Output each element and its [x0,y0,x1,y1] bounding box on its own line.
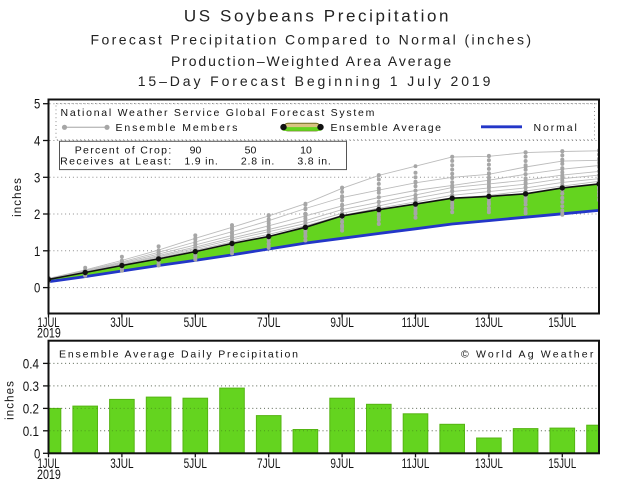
svg-text:0: 0 [34,446,40,462]
svg-text:10: 10 [300,145,312,157]
svg-text:1: 1 [34,244,40,260]
svg-text:Forecast Precipitation Compare: Forecast Precipitation Compared to Norma… [91,32,534,48]
svg-text:7JUL: 7JUL [257,456,280,472]
svg-text:inches: inches [12,177,24,217]
svg-text:Percent of Crop:: Percent of Crop: [75,145,173,157]
svg-text:7JUL: 7JUL [257,315,280,331]
svg-text:11JUL: 11JUL [402,456,430,472]
svg-text:Production–Weighted Area Avera: Production–Weighted Area Average [171,53,453,69]
svg-text:5: 5 [34,97,40,113]
svg-text:Ensemble Average Daily Precipi: Ensemble Average Daily Precipitation [59,349,300,361]
svg-text:inches: inches [5,380,17,420]
svg-text:0: 0 [34,281,40,297]
svg-text:90: 90 [190,145,202,157]
svg-text:4: 4 [34,134,40,150]
svg-text:0.3: 0.3 [23,379,39,395]
svg-text:15JUL: 15JUL [548,456,576,472]
svg-text:Ensemble Members: Ensemble Members [116,122,240,134]
svg-text:2019: 2019 [37,467,61,483]
svg-text:9JUL: 9JUL [330,315,353,331]
svg-text:0.2: 0.2 [23,401,39,417]
svg-text:15–Day Forecast Beginning 1 Ju: 15–Day Forecast Beginning 1 July 2019 [138,73,494,89]
svg-text:© World Ag Weather: © World Ag Weather [461,349,596,361]
svg-text:3JUL: 3JUL [110,456,133,472]
svg-text:3: 3 [34,170,40,186]
svg-text:2: 2 [34,207,40,223]
svg-text:2.8 in.: 2.8 in. [241,156,275,168]
svg-text:2019: 2019 [37,326,61,342]
svg-text:13JUL: 13JUL [475,456,503,472]
svg-text:1JUL: 1JUL [38,456,60,472]
svg-text:5JUL: 5JUL [184,315,207,331]
svg-text:0.1: 0.1 [23,424,39,440]
svg-text:US Soybeans Precipitation: US Soybeans Precipitation [184,7,451,26]
svg-text:5JUL: 5JUL [184,456,207,472]
svg-text:50: 50 [245,145,257,157]
svg-text:Normal: Normal [534,122,579,134]
svg-text:0.4: 0.4 [23,356,39,372]
svg-text:1.9 in.: 1.9 in. [184,156,218,168]
svg-text:3.8 in.: 3.8 in. [297,156,331,168]
svg-text:Receives at Least:: Receives at Least: [60,156,172,168]
svg-text:15JUL: 15JUL [548,315,576,331]
svg-text:National Weather Service Globa: National Weather Service Global Forecast… [61,107,377,119]
svg-text:Ensemble Average: Ensemble Average [331,122,443,134]
svg-text:1JUL: 1JUL [38,315,60,331]
svg-text:3JUL: 3JUL [110,315,133,331]
svg-text:9JUL: 9JUL [330,456,353,472]
svg-text:13JUL: 13JUL [475,315,503,331]
svg-text:11JUL: 11JUL [402,315,430,331]
